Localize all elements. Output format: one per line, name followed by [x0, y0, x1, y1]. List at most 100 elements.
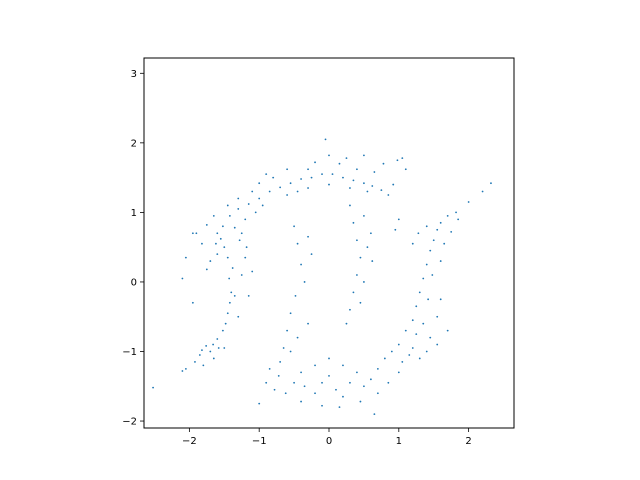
scatter-point [314, 364, 316, 367]
scatter-point [273, 388, 276, 391]
scatter-point [300, 400, 302, 403]
scatter-point [387, 194, 390, 196]
scatter-point [261, 204, 264, 207]
scatter-point [383, 357, 386, 360]
scatter-point [392, 183, 395, 186]
scatter-point [228, 277, 231, 280]
scatter-point [324, 138, 327, 141]
scatter-point [221, 329, 224, 332]
scatter-point [233, 226, 236, 229]
scatter-point [422, 277, 425, 280]
scatter-point [215, 242, 217, 245]
y-tick-label: 0 [131, 277, 137, 288]
scatter-point [356, 371, 358, 374]
scatter-point [191, 232, 194, 235]
scatter-point [230, 291, 233, 294]
scatter-point [268, 367, 271, 370]
x-tick-label: −2 [182, 436, 197, 447]
scatter-point [356, 274, 358, 276]
scatter-point [300, 263, 302, 266]
scatter-point [184, 367, 187, 370]
scatter-point [195, 232, 198, 235]
scatter-point [181, 370, 184, 372]
scatter-point [228, 214, 231, 217]
scatter-point [349, 308, 351, 311]
y-tick-label: 3 [131, 69, 137, 80]
scatter-point [293, 225, 295, 228]
scatter-point [181, 277, 184, 280]
x-tick-label: 0 [326, 436, 332, 447]
scatter-point [289, 350, 292, 353]
scatter-point [429, 336, 432, 339]
scatter-point [490, 182, 492, 185]
scatter-point [216, 338, 219, 340]
scatter-point [417, 232, 420, 235]
scatter-point [432, 239, 435, 242]
scatter-point [205, 224, 208, 226]
scatter-point [201, 349, 203, 352]
scatter-point [194, 361, 196, 363]
scatter-point [359, 256, 362, 259]
scatter-point [303, 281, 306, 283]
scatter-point [345, 322, 348, 325]
scatter-point [307, 322, 309, 325]
scatter-point [356, 168, 358, 171]
scatter-point [300, 371, 302, 374]
scatter-point [401, 361, 404, 363]
scatter-point [427, 298, 430, 301]
scatter-point [226, 256, 229, 259]
scatter-point [382, 162, 385, 165]
data-points [152, 138, 492, 415]
scatter-point [397, 343, 400, 346]
scatter-point [303, 385, 306, 388]
scatter-point [289, 182, 292, 185]
scatter-point [328, 357, 330, 360]
scatter-point [231, 267, 234, 269]
scatter-point [321, 381, 323, 384]
scatter-point [296, 190, 299, 193]
scatter-point [205, 345, 208, 347]
x-axis: −2 −1 0 1 2 [182, 428, 472, 447]
scatter-point [251, 270, 254, 273]
scatter-point [258, 197, 261, 200]
scatter-point [268, 190, 271, 193]
scatter-point [436, 315, 439, 318]
scatter-point [363, 281, 365, 283]
scatter-point [436, 343, 439, 346]
scatter-point [338, 406, 341, 409]
scatter-point [422, 322, 425, 325]
scatter-point [212, 343, 215, 346]
scatter-point [418, 291, 421, 294]
scatter-point [198, 354, 201, 356]
scatter-point [363, 214, 365, 217]
scatter-point [380, 189, 383, 192]
scatter-point [314, 161, 316, 164]
scatter-point [202, 364, 205, 367]
scatter-point [272, 176, 275, 179]
scatter-point [397, 371, 400, 374]
scatter-point [455, 211, 457, 214]
scatter-point [349, 187, 351, 189]
scatter-point [307, 168, 309, 171]
scatter-point [321, 404, 323, 407]
scatter-point [342, 176, 344, 179]
scatter-point [226, 204, 229, 207]
scatter-point [404, 168, 407, 171]
scatter-point [342, 395, 344, 398]
scatter-point [408, 354, 411, 356]
scatter-point [244, 218, 247, 221]
scatter-point [310, 176, 313, 179]
x-tick-label: 2 [465, 436, 471, 447]
scatter-point [439, 298, 442, 301]
scatter-point [331, 173, 334, 176]
scatter-point [240, 274, 243, 276]
scatter-point [411, 319, 414, 322]
scatter-point [237, 197, 240, 200]
scatter-point [436, 228, 439, 231]
scatter-point [373, 171, 376, 173]
scatter-point [279, 186, 282, 189]
scatter-point [254, 211, 257, 214]
scatter-point [369, 232, 372, 235]
